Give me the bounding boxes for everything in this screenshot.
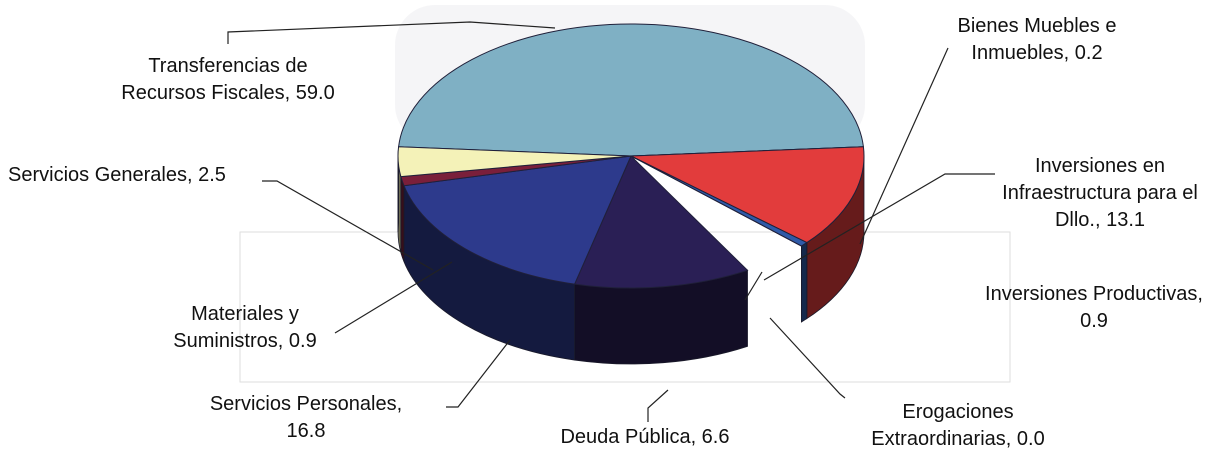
data-label-7: Materiales y Suministros, 0.9 (173, 303, 316, 352)
pie-side-7 (400, 176, 405, 262)
leader-line-8 (262, 180, 434, 271)
pie-sides (397, 146, 865, 365)
pie-slice-6 (403, 155, 632, 285)
leader-line-0 (227, 21, 556, 44)
data-label-line: Inversiones Productivas, (985, 283, 1203, 305)
data-label-8: Servicios Generales, 2.5 (8, 164, 226, 186)
data-label-line: Infraestructura para el (1002, 182, 1198, 204)
data-label-line: Inversiones en (1035, 155, 1165, 177)
data-label-line: Materiales y (191, 303, 299, 325)
data-label-2: Inversiones en Infraestructura para el Dll… (1002, 155, 1198, 231)
pie-slice-5 (573, 155, 749, 289)
pie-slice-2 (630, 146, 865, 244)
data-label-line: Recursos Fiscales, 59.0 (121, 82, 334, 104)
data-label-line: Dllo., 13.1 (1055, 209, 1145, 231)
data-label-line: Deuda Pública, 6.6 (560, 426, 729, 448)
pie-slice-3 (630, 155, 808, 247)
leader-line-2 (763, 173, 995, 281)
data-label-line: Bienes Muebles e (958, 15, 1117, 37)
leader-line-7 (334, 261, 453, 334)
data-label-4: Erogaciones Extraordinarias, 0.0 (871, 401, 1044, 450)
leader-line-6 (446, 339, 511, 408)
data-label-line: 16.8 (287, 420, 326, 442)
data-label-line: Servicios Generales, 2.5 (8, 164, 226, 186)
data-label-0: Transferencias de Recursos Fiscales, 59.0 (121, 55, 334, 104)
data-label-3: Inversiones Productivas, 0.9 (985, 283, 1203, 332)
leader-lines (227, 21, 995, 422)
data-label-line: Erogaciones (902, 401, 1013, 423)
data-label-line: Extraordinarias, 0.0 (871, 428, 1044, 450)
pie-slice-4 (630, 155, 802, 247)
data-label-5: Deuda Pública, 6.6 (560, 426, 729, 448)
pie-slice-0 (398, 23, 864, 157)
data-label-1: Bienes Muebles e Inmuebles, 0.2 (958, 15, 1117, 64)
pie-side-3 (801, 241, 808, 323)
leader-line-4 (769, 317, 846, 399)
leader-line-1 (859, 47, 949, 245)
data-labels: Transferencias de Recursos Fiscales, 59.0… (8, 15, 1203, 450)
data-label-6: Servicios Personales, 16.8 (210, 393, 402, 442)
data-label-line: Inmuebles, 0.2 (971, 42, 1102, 64)
data-label-line: Transferencias de (148, 55, 307, 77)
data-label-line: Suministros, 0.9 (173, 330, 316, 352)
pie-slice-8 (397, 146, 632, 178)
leader-line-3 (744, 271, 763, 301)
pie-slices (397, 23, 865, 289)
leader-line-5 (647, 389, 669, 422)
data-label-line: Servicios Personales, (210, 393, 402, 415)
data-label-line: 0.9 (1080, 310, 1108, 332)
